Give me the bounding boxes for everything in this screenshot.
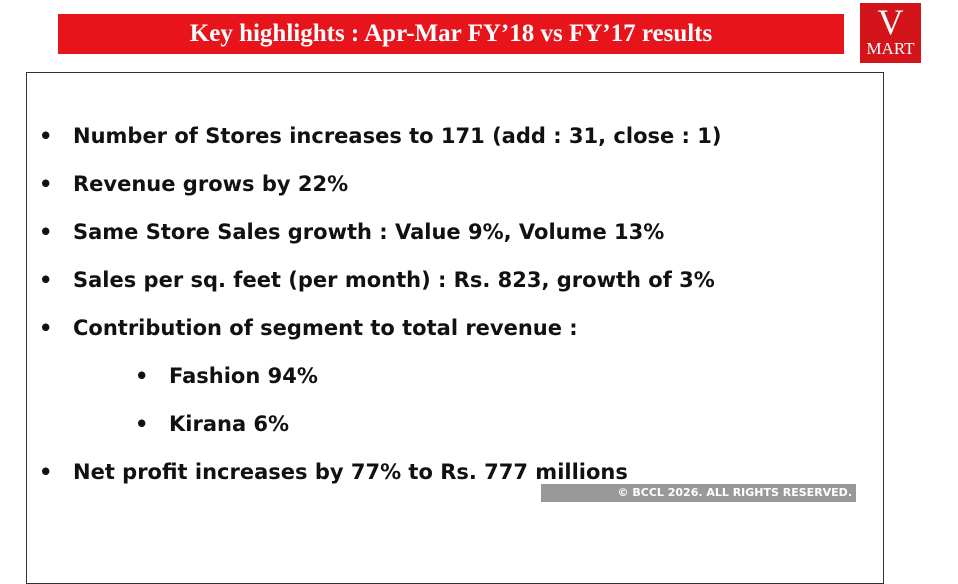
bullet: • Sales per sq. feet (per month) : Rs. 82… [39, 268, 715, 292]
bullet: • Net profit increases by 77% to Rs. 777 … [39, 460, 628, 484]
bullet-text: Fashion 94% [169, 364, 318, 388]
bullet-text: Same Store Sales growth : Value 9%, Volu… [73, 220, 665, 244]
bullet-text: Number of Stores increases to 171 (add :… [73, 124, 722, 148]
bullet: • Revenue grows by 22% [39, 172, 349, 196]
bullet: • Same Store Sales growth : Value 9%, Vol… [39, 220, 665, 244]
bullet-text: Sales per sq. feet (per month) : Rs. 823… [73, 268, 715, 292]
logo-text: V [877, 2, 904, 42]
logo: V MART [860, 3, 921, 63]
bullet: • Fashion 94% [135, 364, 318, 388]
bullet: • Contribution of segment to total revenu… [39, 316, 578, 340]
title-banner: Key highlights : Apr-Mar FY’18 vs FY’17 … [58, 14, 844, 54]
bullet-text: Kirana 6% [169, 412, 290, 436]
page: {"header": {"title": "Key highlights : A… [26, 3, 921, 584]
watermark: © BCCL 2026. ALL RIGHTS RESERVED. [541, 484, 856, 502]
bullet-text: Contribution of segment to total revenue… [73, 316, 578, 340]
bullet: • Kirana 6% [135, 412, 290, 436]
bullet-text: Revenue grows by 22% [73, 172, 349, 196]
bullet-text: Net profit increases by 77% to Rs. 777 m… [73, 460, 628, 484]
logo-text: MART [866, 39, 915, 58]
bullet: • Number of Stores increases to 171 (add … [39, 124, 722, 148]
